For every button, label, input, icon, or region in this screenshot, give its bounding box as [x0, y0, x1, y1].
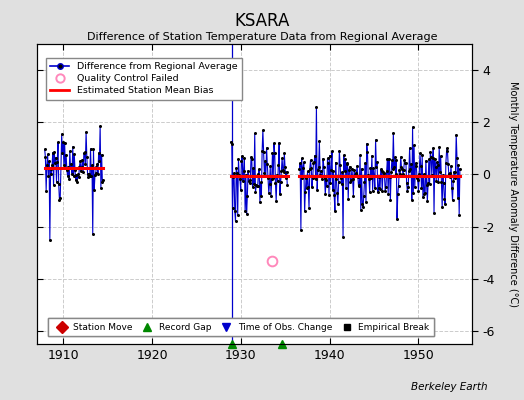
Y-axis label: Monthly Temperature Anomaly Difference (°C): Monthly Temperature Anomaly Difference (…: [508, 81, 518, 307]
Text: KSARA: KSARA: [234, 12, 290, 30]
Text: Difference of Station Temperature Data from Regional Average: Difference of Station Temperature Data f…: [87, 32, 437, 42]
Legend: Station Move, Record Gap, Time of Obs. Change, Empirical Break: Station Move, Record Gap, Time of Obs. C…: [48, 318, 434, 336]
Text: Berkeley Earth: Berkeley Earth: [411, 382, 487, 392]
